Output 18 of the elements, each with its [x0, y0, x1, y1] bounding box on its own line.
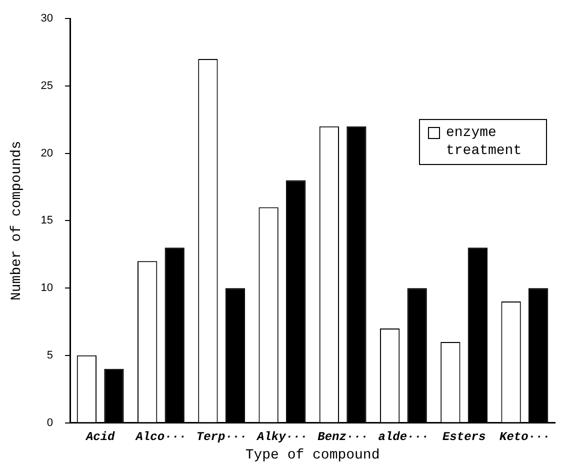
- x-tick-label: Keto···: [499, 430, 550, 444]
- x-tick-label: Benz···: [318, 430, 368, 444]
- y-tick-label: 0: [46, 416, 54, 429]
- legend: enzyme treatment: [419, 118, 547, 165]
- y-tick-label: 20: [40, 147, 54, 160]
- x-tick-label: alde···: [378, 430, 429, 444]
- x-tick-label: Terp···: [196, 430, 247, 444]
- y-tick-label: 30: [40, 12, 54, 25]
- x-tick-label: Alco···: [134, 430, 186, 444]
- y-tick-label: 15: [40, 214, 54, 227]
- y-tick-label: 25: [40, 80, 54, 92]
- x-tick-label: Acid: [84, 430, 116, 444]
- y-tick-label: 5: [46, 349, 54, 362]
- x-tick-label: Esters: [442, 430, 486, 444]
- x-tick-label: Alky···: [256, 430, 308, 444]
- x-axis-title: Type of compound: [245, 447, 380, 464]
- y-tick-label: 10: [40, 282, 54, 294]
- y-axis-title: Number of compounds: [9, 140, 26, 301]
